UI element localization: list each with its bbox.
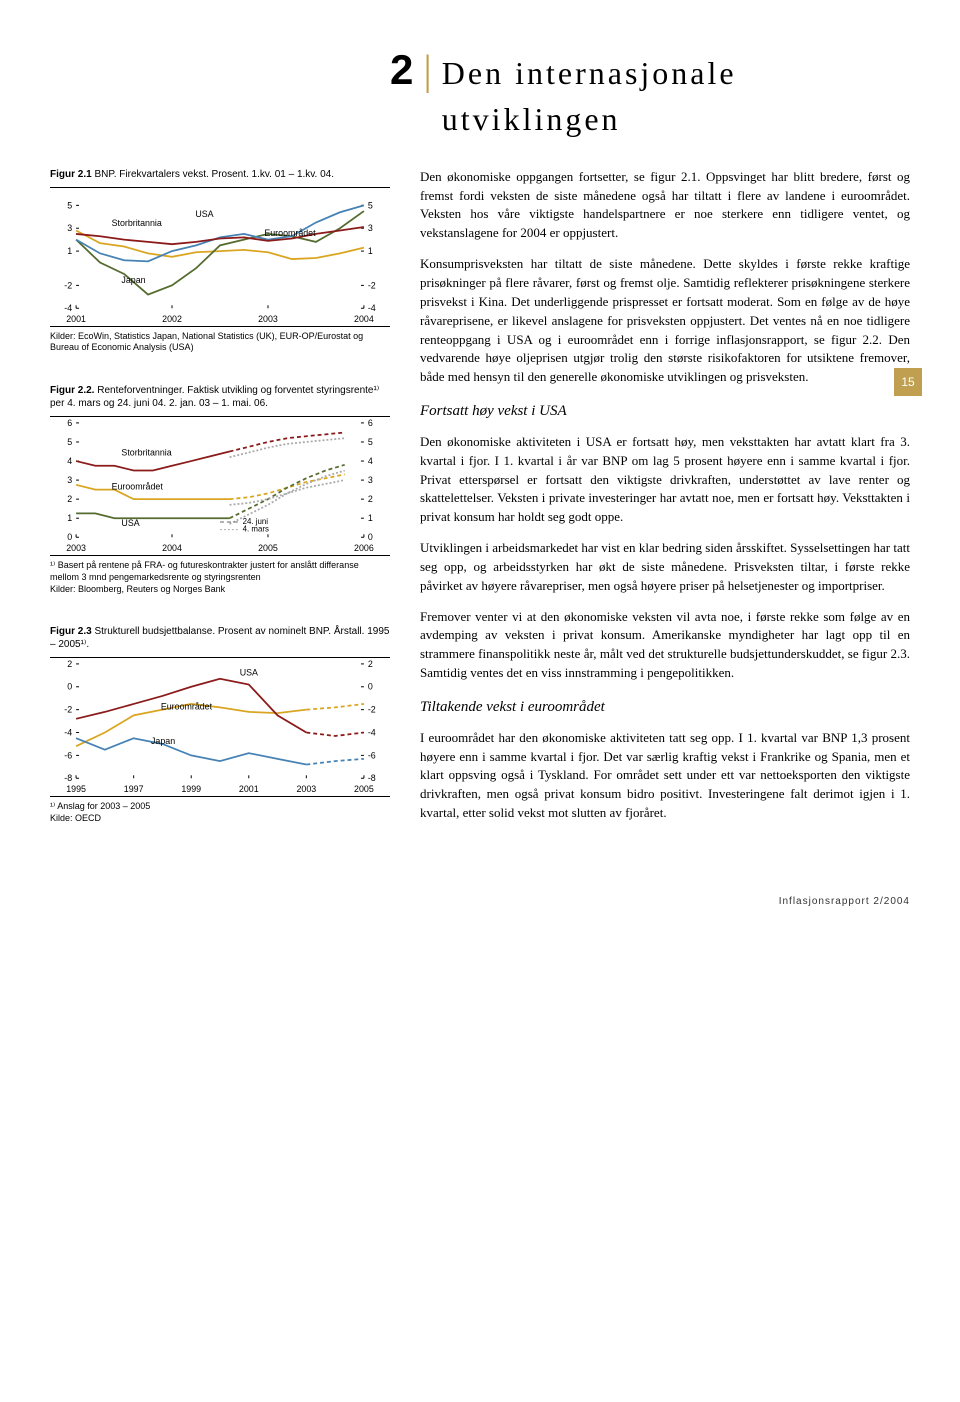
svg-text:Euroområdet: Euroområdet <box>264 228 316 238</box>
svg-text:2004: 2004 <box>162 543 182 553</box>
svg-text:1: 1 <box>67 513 72 523</box>
svg-text:-2: -2 <box>64 705 72 715</box>
chapter-divider: | <box>423 41 431 102</box>
svg-text:2002: 2002 <box>162 314 182 324</box>
svg-text:-4: -4 <box>368 728 376 738</box>
svg-text:USA: USA <box>195 209 213 219</box>
svg-text:1: 1 <box>368 246 373 256</box>
figure-2-2-chart: 665544332211002003200420052006Storbritan… <box>50 416 390 556</box>
figure-2-3-caption: Figur 2.3 Strukturell budsjettbalanse. P… <box>50 625 390 651</box>
svg-text:5: 5 <box>368 437 373 447</box>
svg-text:3: 3 <box>368 223 373 233</box>
chapter-number: 2 <box>390 40 413 101</box>
figure-2-2-caption: Figur 2.2. Renteforventninger. Faktisk u… <box>50 384 390 410</box>
svg-text:4: 4 <box>368 456 373 466</box>
svg-text:1997: 1997 <box>124 784 144 794</box>
svg-text:-4: -4 <box>64 303 72 313</box>
svg-text:Storbritannia: Storbritannia <box>121 447 171 457</box>
svg-text:USA: USA <box>240 668 258 678</box>
page-number-badge: 15 <box>894 368 922 396</box>
figure-2-1-caption: Figur 2.1 BNP. Firekvartalers vekst. Pro… <box>50 168 390 181</box>
svg-text:6: 6 <box>67 418 72 428</box>
svg-text:2006: 2006 <box>354 543 374 553</box>
svg-text:2003: 2003 <box>258 314 278 324</box>
svg-text:Euroområdet: Euroområdet <box>112 482 164 492</box>
svg-text:2004: 2004 <box>354 314 374 324</box>
svg-text:2: 2 <box>67 659 72 669</box>
svg-text:0: 0 <box>368 682 373 692</box>
svg-text:2001: 2001 <box>239 784 259 794</box>
svg-text:5: 5 <box>368 200 373 210</box>
svg-text:3: 3 <box>368 475 373 485</box>
svg-text:Japan: Japan <box>151 736 175 746</box>
svg-text:Euroområdet: Euroområdet <box>161 702 213 712</box>
chapter-header: 2 | Den internasjonale utviklingen <box>390 40 910 143</box>
svg-text:4: 4 <box>67 456 72 466</box>
svg-text:6: 6 <box>368 418 373 428</box>
figure-2-2: Figur 2.2. Renteforventninger. Faktisk u… <box>50 384 390 595</box>
section-heading: Tiltakende vekst i euroområdet <box>420 697 910 719</box>
svg-text:5: 5 <box>67 200 72 210</box>
paragraph: Den økonomiske aktiviteten i USA er fort… <box>420 433 910 527</box>
svg-text:1: 1 <box>368 513 373 523</box>
svg-text:5: 5 <box>67 437 72 447</box>
svg-text:0: 0 <box>67 682 72 692</box>
figure-2-3-source: Kilde: OECD <box>50 813 390 825</box>
paragraph: Den økonomiske oppgangen fortsetter, se … <box>420 168 910 243</box>
figure-2-1-source: Kilder: EcoWin, Statistics Japan, Nation… <box>50 331 390 354</box>
figure-2-3-footnote: ¹⁾ Anslag for 2003 – 2005 <box>50 801 390 813</box>
svg-text:-6: -6 <box>64 751 72 761</box>
svg-text:2: 2 <box>368 659 373 669</box>
svg-text:2005: 2005 <box>354 784 374 794</box>
svg-text:2005: 2005 <box>258 543 278 553</box>
svg-text:Storbritannia: Storbritannia <box>112 218 162 228</box>
paragraph: Utviklingen i arbeidsmarkedet har vist e… <box>420 539 910 596</box>
svg-text:-8: -8 <box>368 773 376 783</box>
figure-2-1-chart: 553311-2-2-4-42001200220032004Storbritan… <box>50 187 390 327</box>
svg-text:0: 0 <box>67 532 72 542</box>
svg-text:3: 3 <box>67 223 72 233</box>
svg-text:-8: -8 <box>64 773 72 783</box>
svg-text:-4: -4 <box>368 303 376 313</box>
figures-column: Figur 2.1 BNP. Firekvartalers vekst. Pro… <box>50 168 390 855</box>
figure-2-3-chart: 2200-2-2-4-4-6-6-8-819951997199920012003… <box>50 657 390 797</box>
svg-text:2001: 2001 <box>66 314 86 324</box>
svg-text:-2: -2 <box>368 705 376 715</box>
figure-2-2-footnote: ¹⁾ Basert på rentene på FRA- og futuresk… <box>50 560 390 583</box>
paragraph: Fremover venter vi at den økonomiske vek… <box>420 608 910 683</box>
svg-text:2003: 2003 <box>66 543 86 553</box>
section-heading: Fortsatt høy vekst i USA <box>420 401 910 423</box>
paragraph: Konsumprisveksten har tiltatt de siste m… <box>420 255 910 387</box>
svg-text:1995: 1995 <box>66 784 86 794</box>
svg-text:USA: USA <box>121 518 139 528</box>
chapter-title: Den internasjonale utviklingen <box>442 50 910 143</box>
svg-text:Japan: Japan <box>121 275 145 285</box>
svg-text:1: 1 <box>67 246 72 256</box>
svg-text:2: 2 <box>368 494 373 504</box>
figure-2-1: Figur 2.1 BNP. Firekvartalers vekst. Pro… <box>50 168 390 354</box>
figure-2-3: Figur 2.3 Strukturell budsjettbalanse. P… <box>50 625 390 824</box>
svg-text:-2: -2 <box>368 280 376 290</box>
svg-text:3: 3 <box>67 475 72 485</box>
svg-text:2: 2 <box>67 494 72 504</box>
paragraph: I euroområdet har den økonomiske aktivit… <box>420 729 910 823</box>
svg-text:1999: 1999 <box>181 784 201 794</box>
svg-text:4. mars: 4. mars <box>243 525 269 534</box>
figure-2-2-source: Kilder: Bloomberg, Reuters og Norges Ban… <box>50 584 390 596</box>
svg-text:-2: -2 <box>64 280 72 290</box>
svg-text:0: 0 <box>368 532 373 542</box>
svg-text:2003: 2003 <box>296 784 316 794</box>
svg-text:-6: -6 <box>368 751 376 761</box>
svg-text:-4: -4 <box>64 728 72 738</box>
body-column: Den økonomiske oppgangen fortsetter, se … <box>420 168 910 855</box>
page-footer: Inflasjonsrapport 2/2004 <box>50 895 910 910</box>
